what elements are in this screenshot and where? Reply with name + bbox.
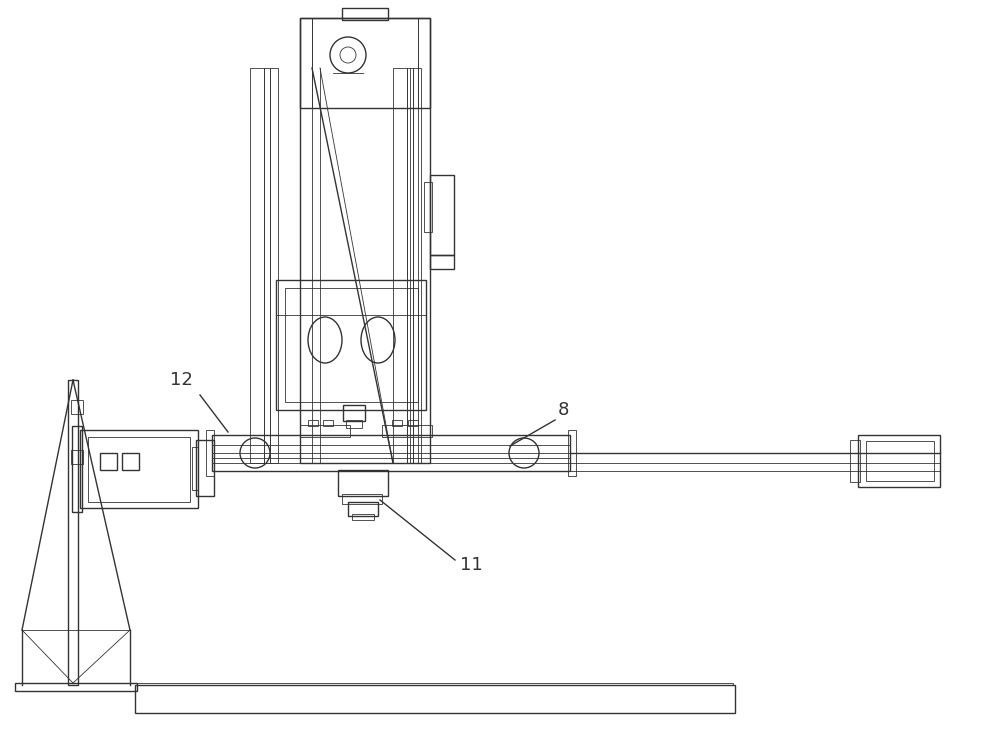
- Bar: [212, 435, 570, 471]
- Bar: [430, 175, 454, 255]
- Bar: [392, 420, 402, 426]
- Bar: [858, 435, 940, 487]
- Bar: [348, 502, 378, 516]
- Bar: [15, 683, 137, 691]
- Bar: [192, 447, 198, 490]
- Bar: [342, 494, 382, 504]
- Bar: [100, 453, 117, 470]
- Bar: [308, 420, 318, 426]
- Bar: [72, 426, 82, 512]
- Bar: [866, 441, 934, 481]
- Bar: [343, 405, 365, 421]
- Bar: [68, 380, 78, 685]
- Bar: [342, 8, 388, 20]
- Bar: [270, 68, 278, 463]
- Bar: [71, 400, 83, 414]
- Bar: [300, 425, 350, 437]
- Bar: [382, 425, 432, 437]
- Bar: [250, 68, 264, 463]
- Text: 12: 12: [170, 371, 193, 389]
- Bar: [424, 182, 432, 232]
- Bar: [338, 470, 388, 496]
- Bar: [850, 440, 860, 482]
- Bar: [122, 453, 139, 470]
- Bar: [264, 68, 270, 463]
- Bar: [206, 430, 214, 476]
- Bar: [346, 420, 362, 428]
- Bar: [300, 18, 430, 463]
- Text: 8: 8: [558, 401, 569, 419]
- Bar: [408, 420, 418, 426]
- Bar: [430, 255, 454, 269]
- Bar: [407, 68, 413, 463]
- Bar: [80, 430, 198, 508]
- Bar: [413, 68, 421, 463]
- Bar: [300, 18, 430, 108]
- Bar: [352, 514, 374, 520]
- Bar: [137, 683, 733, 685]
- Bar: [276, 280, 426, 410]
- Text: 11: 11: [460, 556, 483, 574]
- Bar: [196, 440, 214, 496]
- Bar: [393, 68, 407, 463]
- Bar: [568, 430, 576, 476]
- Bar: [285, 288, 418, 402]
- Bar: [88, 437, 190, 502]
- Bar: [71, 450, 83, 464]
- Bar: [323, 420, 333, 426]
- Bar: [135, 685, 735, 713]
